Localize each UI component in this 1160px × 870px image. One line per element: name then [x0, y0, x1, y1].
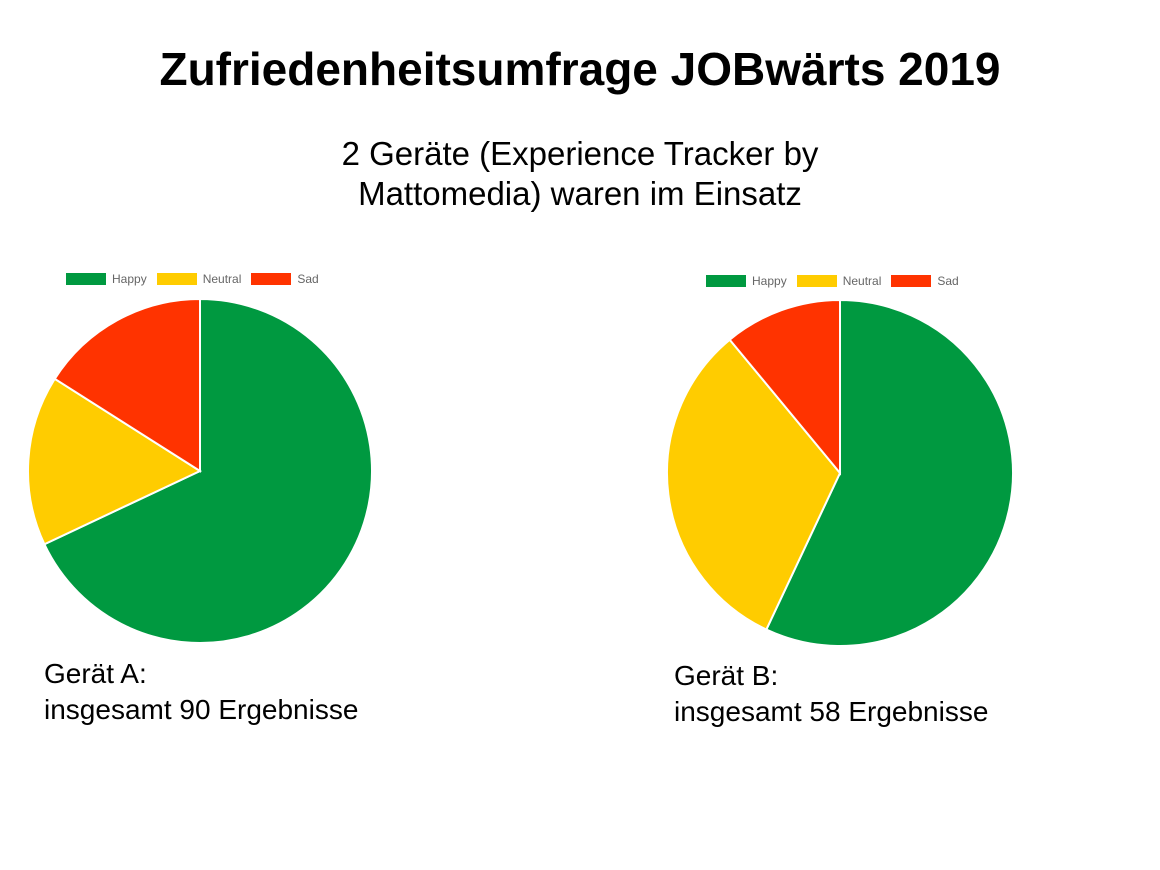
legend-item-neutral[interactable]: Neutral — [796, 274, 882, 288]
legend-label-happy: Happy — [112, 272, 147, 286]
legend-item-neutral[interactable]: Neutral — [156, 272, 242, 286]
legend-swatch-neutral — [156, 273, 197, 285]
legend-label-sad: Sad — [297, 272, 319, 286]
legend-swatch-happy — [66, 273, 106, 285]
pie-slice-neutral[interactable] — [27, 377, 203, 546]
caption-device-b: Gerät B: insgesamt 58 Ergebnisse — [674, 658, 988, 730]
caption-device-a: Gerät A: insgesamt 90 Ergebnisse — [44, 656, 358, 728]
pie-slice-happy[interactable] — [765, 298, 1014, 647]
legend-label-happy: Happy — [752, 274, 787, 288]
legend-swatch-sad — [251, 273, 292, 285]
legend-item-sad[interactable]: Sad — [251, 272, 319, 286]
legend-item-happy[interactable]: Happy — [706, 274, 787, 288]
pie-a-svg — [27, 297, 373, 644]
legend-item-sad[interactable]: Sad — [891, 274, 959, 288]
legend-swatch-neutral — [796, 275, 837, 287]
legend[interactable]: Happy Neutral Sad — [706, 274, 969, 288]
caption-a-line-1: Gerät A: — [44, 658, 147, 689]
page-title: Zufriedenheitsumfrage JOBwärts 2019 — [159, 43, 1001, 95]
legend-swatch-sad — [891, 275, 932, 287]
pie-chart-device-b: Happy Neutral Sad — [662, 260, 1082, 660]
legend-label-neutral: Neutral — [202, 272, 242, 286]
caption-b-line-2: insgesamt 58 Ergebnisse — [674, 696, 989, 727]
pie-slice-sad[interactable] — [728, 298, 841, 476]
caption-a-line-2: insgesamt 90 Ergebnisse — [44, 694, 359, 725]
pie-slice-neutral[interactable] — [666, 338, 842, 631]
legend-item-happy[interactable]: Happy — [66, 272, 147, 286]
pie-slice-happy[interactable] — [43, 297, 373, 644]
page-subtitle: 2 Geräte (Experience Tracker by Mattomed… — [280, 134, 880, 214]
legend[interactable]: Happy Neutral Sad — [66, 272, 329, 286]
legend-label-sad: Sad — [937, 274, 959, 288]
caption-b-line-1: Gerät B: — [674, 660, 779, 691]
legend-label-neutral: Neutral — [842, 274, 882, 288]
pie-chart-device-a: Happy Neutral Sad — [22, 260, 442, 660]
pie-b-svg — [666, 298, 1014, 647]
legend-swatch-happy — [706, 275, 746, 287]
pie-slice-sad[interactable] — [53, 297, 201, 473]
subtitle-line-1: 2 Geräte (Experience Tracker by — [341, 135, 819, 172]
subtitle-line-2: Mattomedia) waren im Einsatz — [358, 175, 802, 212]
